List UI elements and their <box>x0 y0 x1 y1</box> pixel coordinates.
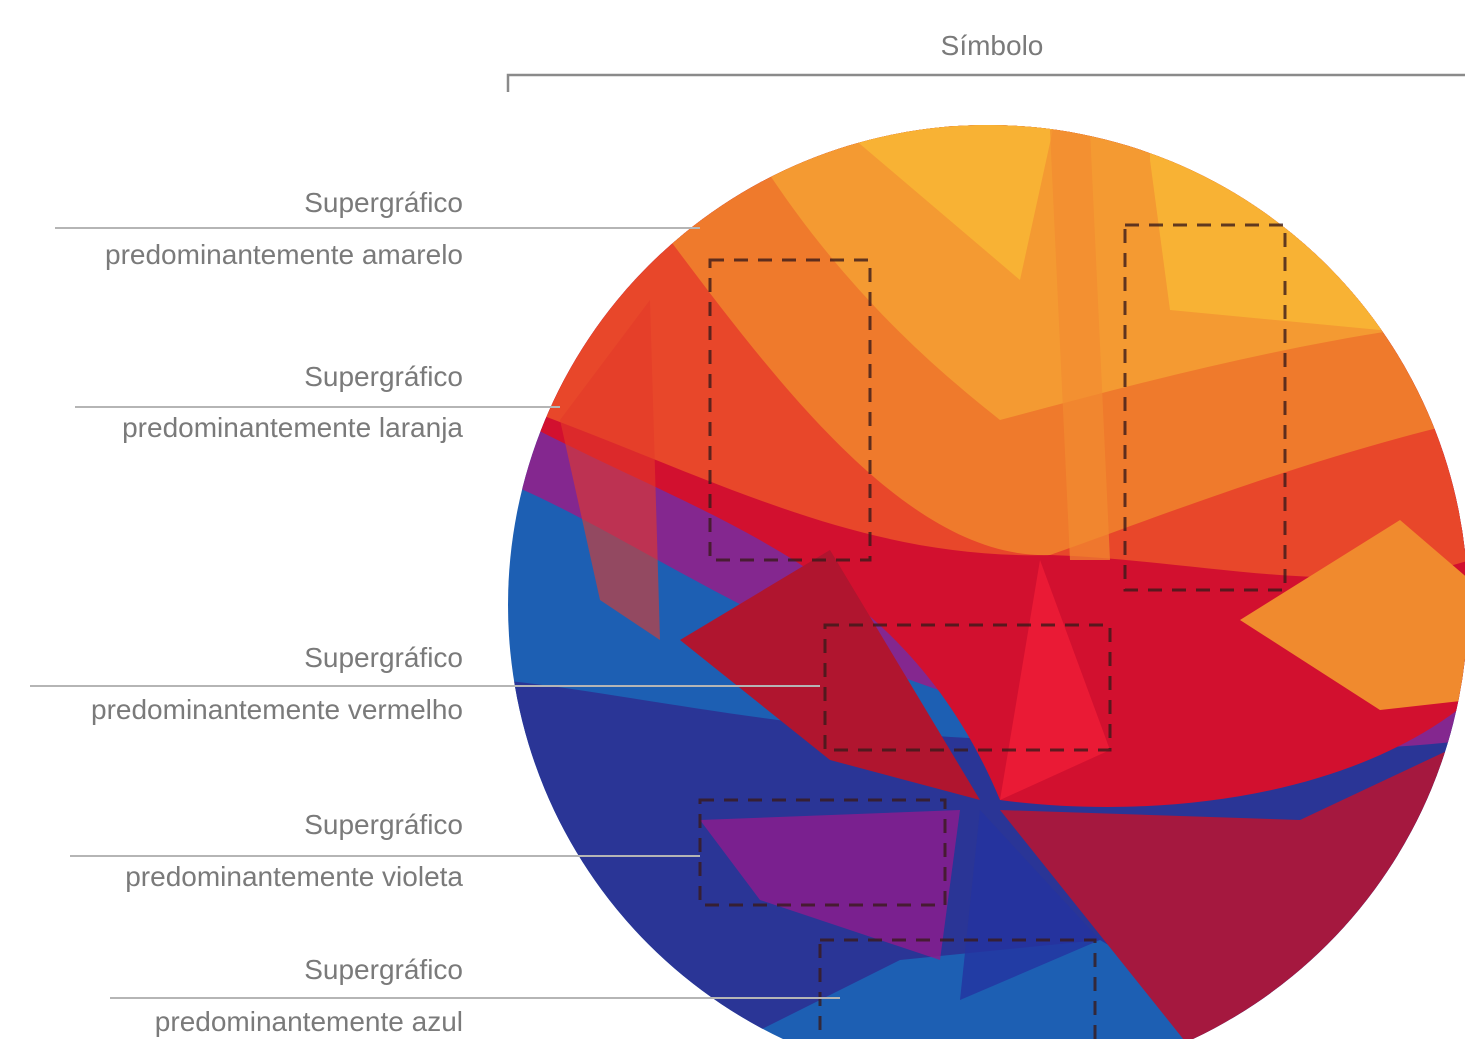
crop-frame <box>818 938 1097 1039</box>
crop-frame <box>698 798 947 907</box>
label-subtitle: predominantemente vermelho <box>91 694 463 725</box>
section-rule <box>506 73 1465 92</box>
label-subtitle: predominantemente azul <box>155 1006 463 1037</box>
label-subtitle: predominantemente amarelo <box>105 239 463 270</box>
facet-yellow-right <box>1150 125 1465 330</box>
facet-indigo <box>960 810 1100 1000</box>
crop-frame <box>1123 223 1287 592</box>
label-title: Supergráfico <box>304 809 463 840</box>
label-title: Supergráfico <box>304 187 463 218</box>
label-title: Supergráfico <box>304 642 463 673</box>
label-subtitle: predominantemente violeta <box>125 861 463 892</box>
facet-left <box>560 300 660 640</box>
label-title: Supergráfico <box>304 954 463 985</box>
facet-violet <box>700 810 960 960</box>
crop-frame <box>708 258 872 562</box>
symbol <box>508 125 1465 1039</box>
facet-orange-right <box>1240 520 1465 710</box>
section-title: Símbolo <box>941 30 1044 61</box>
crop-frame <box>823 623 1112 752</box>
facet-seam <box>1050 130 1110 560</box>
facet-dark-red <box>680 550 980 800</box>
facet-bright-red <box>1000 560 1110 800</box>
label-subtitle: predominantemente laranja <box>122 412 463 443</box>
label-title: Supergráfico <box>304 361 463 392</box>
facet-yellow-left <box>820 125 1055 280</box>
